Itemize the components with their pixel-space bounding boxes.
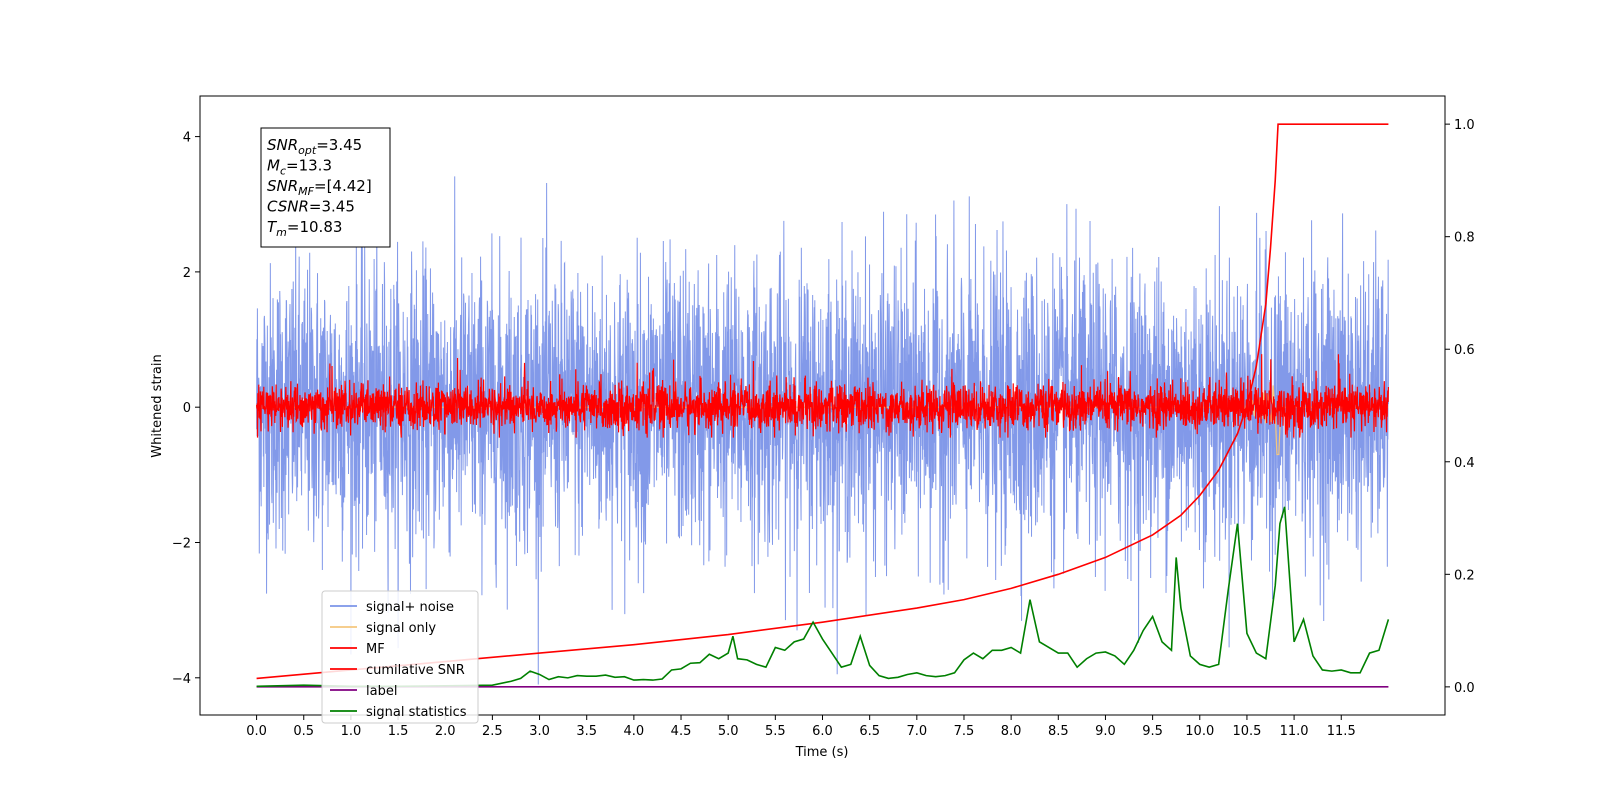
series-cumulative-snr (256, 123, 1389, 680)
x-tick-label: 2.0 (435, 724, 456, 739)
annotation-value: =13.3 (286, 157, 332, 175)
x-tick-label: 6.0 (812, 724, 833, 739)
legend-entry: signal only (330, 621, 436, 636)
x-tick-label: 6.5 (859, 724, 880, 739)
plot-area (255, 123, 1390, 688)
legend-label: label (366, 684, 397, 699)
x-tick-label: 10.0 (1185, 724, 1214, 739)
legend-entry: label (330, 684, 397, 699)
y-tick-label: −2 (172, 536, 191, 551)
x-tick-label: 4.5 (671, 724, 692, 739)
x-tick-label: 8.5 (1048, 724, 1069, 739)
annotation-value: =10.83 (287, 218, 343, 236)
x-tick-label: 4.0 (624, 724, 645, 739)
annotation-value: =3.45 (316, 136, 362, 154)
annotation-subscript: m (276, 226, 287, 239)
legend-entry: cumilative SNR (330, 663, 465, 678)
x-tick-label: 8.0 (1001, 724, 1022, 739)
x-tick-label: 11.5 (1327, 724, 1356, 739)
y-axis-label: Whitened strain (150, 354, 165, 457)
legend-entry: signal statistics (330, 705, 467, 720)
x-tick-label: 9.0 (1095, 724, 1116, 739)
legend-label: signal statistics (366, 705, 467, 720)
annotation-symbol: SNR (267, 177, 298, 195)
annotation-box: SNRopt=3.45Mc=13.3SNRMF=[4.42]CSNR=3.45T… (260, 127, 391, 248)
series-line (255, 354, 1390, 438)
annotation-symbol: T (267, 218, 278, 236)
legend-label: signal only (366, 621, 436, 636)
annotation-symbol: M (267, 157, 280, 175)
series-line (256, 123, 1389, 680)
x-tick-label: 10.5 (1232, 724, 1261, 739)
legend: signal+ noise signal only MF cumilative SNR… (321, 590, 479, 724)
annotation-line: Mc=13.3 (267, 157, 332, 178)
annotation-line: CSNR=3.45 (267, 198, 355, 216)
x-tick-label: 7.0 (906, 724, 927, 739)
x-tick-label: 7.5 (954, 724, 975, 739)
x-tick-label: 9.5 (1142, 724, 1163, 739)
annotation-subscript: MF (298, 185, 314, 198)
series-line (256, 506, 1390, 688)
y-tick-label: 0 (183, 401, 191, 416)
x-tick-label: 3.5 (576, 724, 597, 739)
x-axis: 0.0 0.5 1.0 1.5 2.0 2.5 3.0 3.5 4.0 4.5 5.0 5.5 6.0 6… (246, 715, 1356, 739)
y2-tick-label: 0.4 (1454, 456, 1475, 471)
x-axis-label: Time (s) (795, 745, 849, 760)
y-tick-label: 2 (183, 266, 191, 281)
annotation-symbol: SNR (267, 136, 298, 154)
y-axis-left: −4 −2 0 2 4 (172, 131, 200, 687)
y2-tick-label: 0.8 (1454, 231, 1475, 246)
y2-tick-label: 0.2 (1454, 568, 1475, 583)
annotation-subscript: c (280, 165, 286, 178)
y-tick-label: 4 (183, 131, 191, 146)
annotation-subscript: opt (298, 144, 317, 157)
x-tick-label: 5.5 (765, 724, 786, 739)
annotation-value: =3.45 (309, 198, 355, 216)
legend-entry: MF (330, 642, 385, 657)
y2-tick-label: 0.0 (1454, 681, 1475, 696)
legend-label: MF (366, 642, 385, 657)
annotation-line: Tm=10.83 (267, 218, 342, 239)
x-tick-label: 0.5 (293, 724, 314, 739)
y-tick-label: −4 (172, 672, 191, 687)
legend-entry: signal+ noise (330, 600, 454, 615)
annotation-line: SNRopt=3.45 (267, 136, 362, 157)
legend-label: cumilative SNR (366, 663, 465, 678)
annotation-value: =[4.42] (314, 177, 372, 195)
x-tick-label: 11.0 (1280, 724, 1309, 739)
x-tick-label: 2.5 (482, 724, 503, 739)
annotation-line: SNRMF=[4.42] (267, 177, 372, 198)
y2-tick-label: 0.6 (1454, 343, 1475, 358)
y-axis-right: 0.0 0.2 0.4 0.6 0.8 1.0 (1445, 118, 1475, 696)
annotation-symbol: CSNR (267, 198, 309, 216)
x-tick-label: 1.0 (341, 724, 362, 739)
x-tick-label: 3.0 (529, 724, 550, 739)
y2-tick-label: 1.0 (1454, 118, 1475, 133)
series-signal-statistics (256, 506, 1390, 688)
x-tick-label: 1.5 (388, 724, 409, 739)
legend-label: signal+ noise (366, 600, 454, 615)
x-tick-label: 0.0 (246, 724, 267, 739)
x-tick-label: 5.0 (718, 724, 739, 739)
series-mf (255, 354, 1390, 438)
